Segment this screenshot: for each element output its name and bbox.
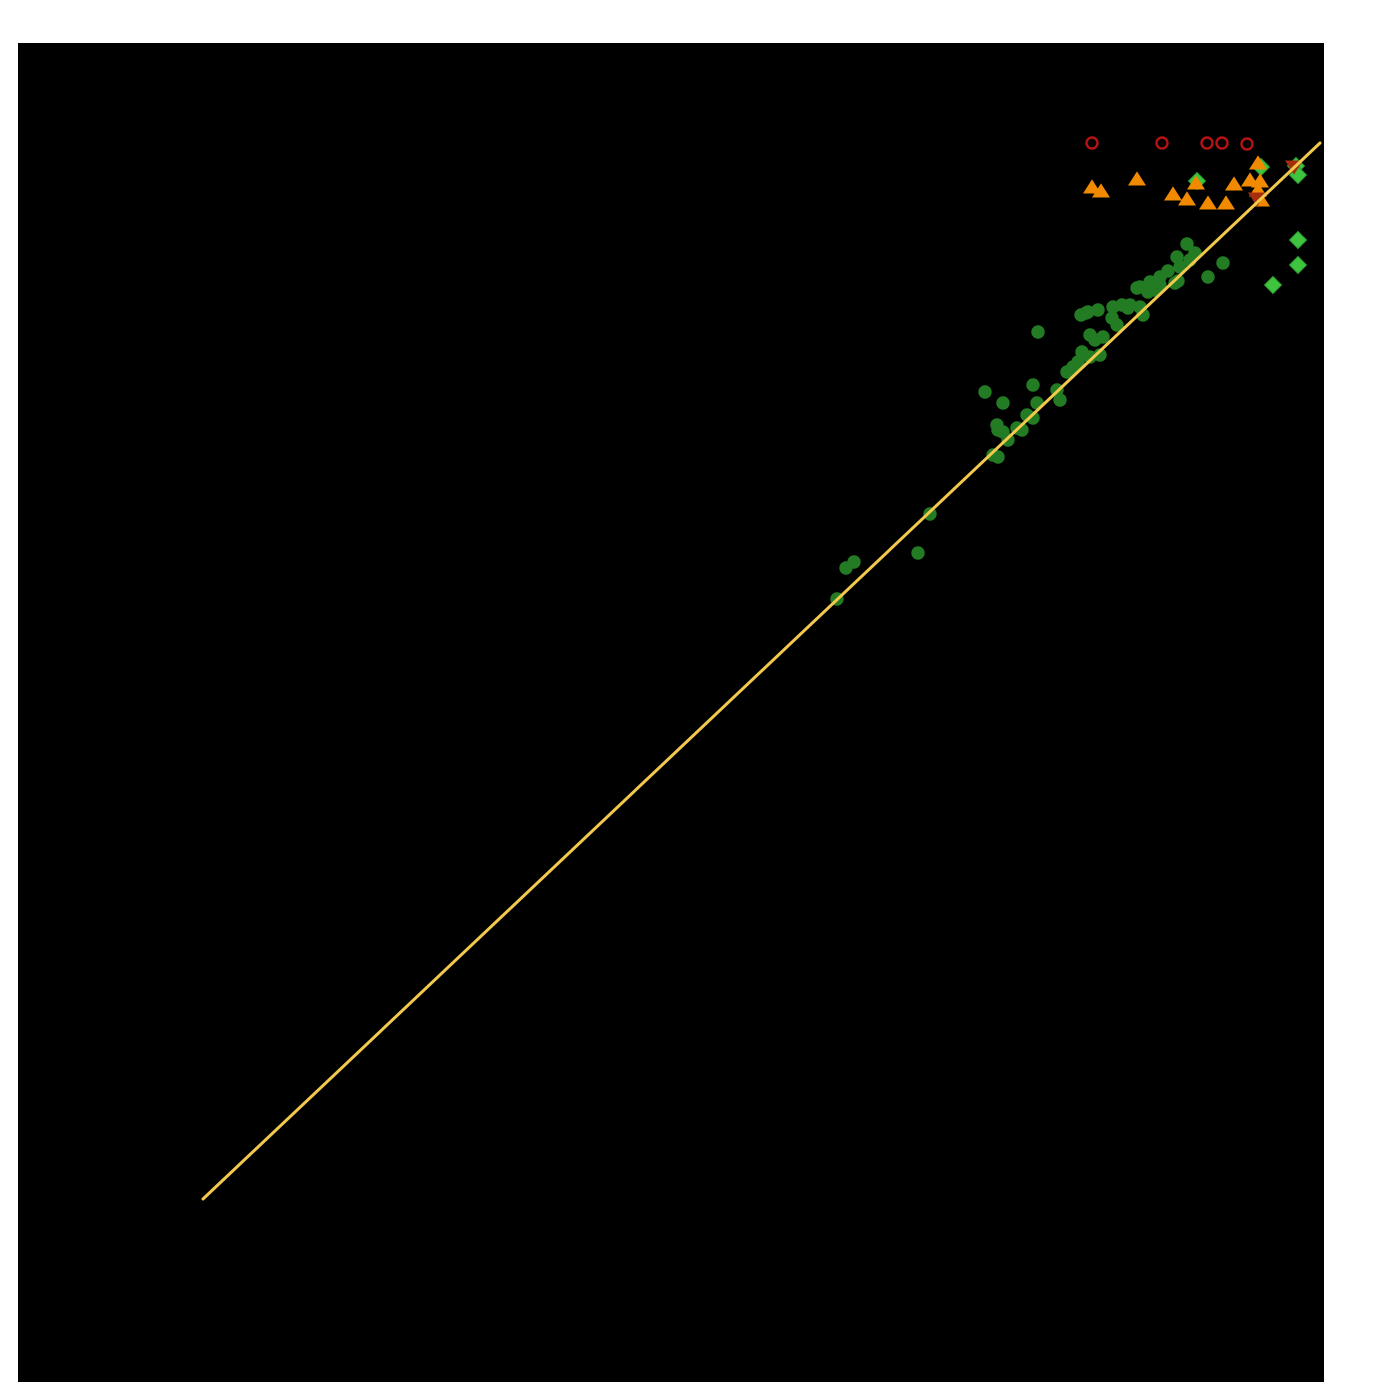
dark-red-open-circles-point — [1200, 136, 1214, 150]
orange-triangles-up-point — [1164, 186, 1182, 201]
plot-panel — [18, 43, 1324, 1382]
orange-triangles-up-point — [1217, 195, 1235, 210]
light-green-diamonds-point — [1288, 255, 1308, 275]
green-filled-circles-point — [1123, 298, 1137, 312]
green-filled-circles-point — [1053, 393, 1067, 407]
green-filled-circles-point — [1110, 318, 1124, 332]
green-filled-circles-point — [1093, 348, 1107, 362]
light-green-diamonds-point — [1263, 275, 1283, 295]
green-filled-circles-point — [1031, 325, 1045, 339]
dark-red-open-circles-point — [1155, 136, 1169, 150]
light-green-diamonds-point — [1288, 230, 1308, 250]
green-filled-circles-point — [991, 450, 1005, 464]
orange-triangles-up-point — [1251, 173, 1269, 188]
green-filled-circles-point — [1201, 270, 1215, 284]
dark-red-triangles-down-point — [1248, 192, 1266, 207]
green-filled-circles-point — [1083, 350, 1097, 364]
green-filled-circles-point — [1096, 330, 1110, 344]
dark-red-open-circles-point — [1240, 137, 1254, 151]
orange-triangles-up-point — [1092, 183, 1110, 198]
green-filled-circles-point — [1026, 411, 1040, 425]
identity-line — [201, 141, 1322, 1201]
green-filled-circles-point — [1216, 256, 1230, 270]
orange-triangles-up-point — [1178, 191, 1196, 206]
orange-triangles-up-point — [1249, 155, 1267, 170]
green-filled-circles-point — [1081, 305, 1095, 319]
green-filled-circles-point — [1180, 237, 1194, 251]
green-filled-circles-point — [923, 507, 937, 521]
green-filled-circles-point — [978, 385, 992, 399]
green-filled-circles-point — [996, 396, 1010, 410]
orange-triangles-up-point — [1128, 171, 1146, 186]
dark-red-open-circles-point — [1085, 136, 1099, 150]
orange-triangles-up-point — [1187, 175, 1205, 190]
green-filled-circles-point — [1161, 264, 1175, 278]
dark-red-open-circles-point — [1215, 136, 1229, 150]
green-filled-circles-point — [847, 555, 861, 569]
orange-triangles-up-point — [1199, 195, 1217, 210]
orange-triangles-up-point — [1225, 176, 1243, 191]
green-filled-circles-point — [1171, 274, 1185, 288]
orange-triangles-up-point — [1083, 179, 1101, 194]
green-filled-circles-point — [911, 546, 925, 560]
green-filled-circles-point — [1091, 303, 1105, 317]
green-filled-circles-point — [1026, 378, 1040, 392]
